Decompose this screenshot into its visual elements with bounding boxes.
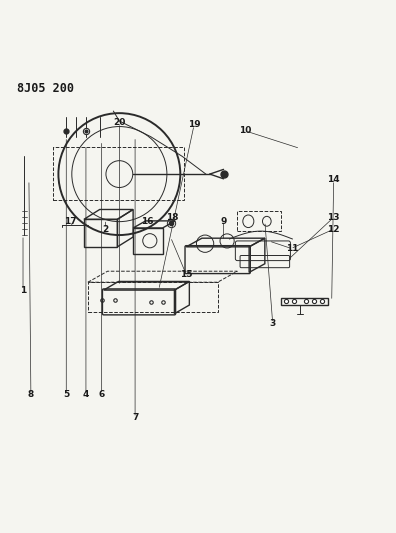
Text: 9: 9 bbox=[220, 217, 227, 226]
Text: 10: 10 bbox=[239, 126, 251, 135]
Text: 11: 11 bbox=[286, 244, 299, 253]
Text: 8: 8 bbox=[28, 390, 34, 399]
Text: 20: 20 bbox=[113, 118, 126, 127]
Text: 1: 1 bbox=[20, 286, 26, 295]
Bar bbox=[84, 219, 117, 247]
Text: 15: 15 bbox=[180, 270, 192, 279]
Bar bbox=[88, 282, 218, 312]
Text: 8J05 200: 8J05 200 bbox=[17, 82, 74, 95]
Bar bbox=[133, 228, 163, 254]
Text: 4: 4 bbox=[83, 390, 89, 399]
Text: 12: 12 bbox=[327, 224, 340, 233]
Text: 19: 19 bbox=[188, 120, 200, 130]
Text: 7: 7 bbox=[132, 414, 138, 422]
Bar bbox=[281, 298, 328, 305]
Bar bbox=[53, 147, 184, 200]
Text: 18: 18 bbox=[166, 213, 179, 222]
Text: 2: 2 bbox=[103, 224, 109, 233]
Text: 14: 14 bbox=[327, 175, 340, 184]
Bar bbox=[237, 212, 281, 231]
Text: 3: 3 bbox=[270, 319, 276, 328]
Text: 17: 17 bbox=[64, 217, 76, 226]
Text: 16: 16 bbox=[141, 217, 153, 226]
Text: 5: 5 bbox=[63, 390, 69, 399]
Text: 13: 13 bbox=[327, 213, 340, 222]
Text: 6: 6 bbox=[99, 390, 105, 399]
